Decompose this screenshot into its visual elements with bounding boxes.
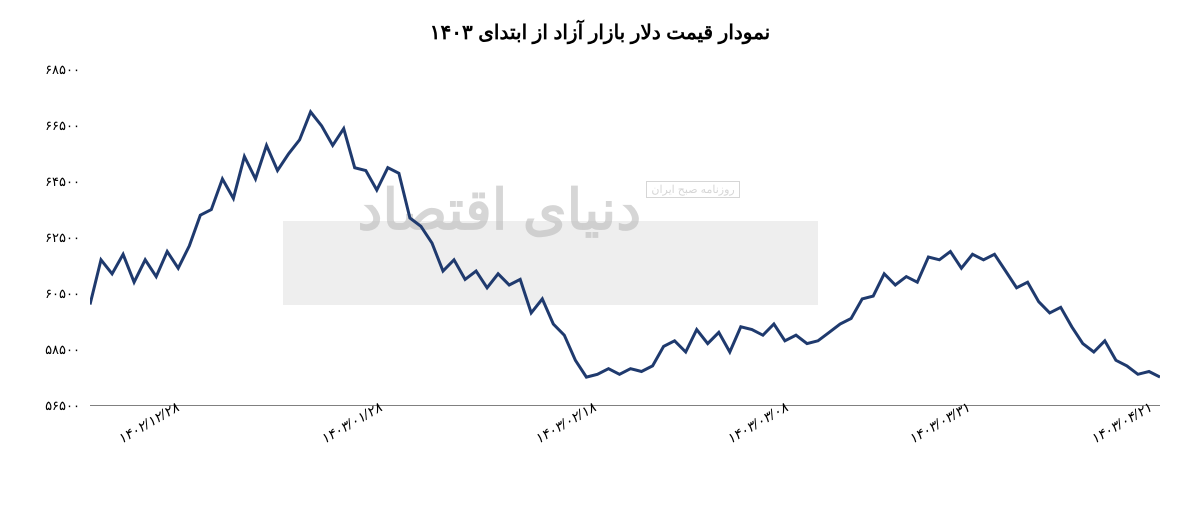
y-tick-label: ۶۲۵۰۰ (20, 230, 80, 246)
y-tick-label: ۵۸۵۰۰ (20, 342, 80, 358)
y-tick-label: ۶۸۵۰۰ (20, 62, 80, 78)
x-axis: ۱۴۰۲/۱۲/۲۸۱۴۰۳/۰۱/۲۸۱۴۰۳/۰۲/۱۸۱۴۰۳/۰۳/۰۸… (90, 411, 1160, 486)
line-chart-svg (90, 70, 1160, 405)
x-tick-label: ۱۴۰۳/۰۴/۲۱ (1088, 399, 1155, 448)
chart-container: نمودار قیمت دلار بازار آزاد از ابتدای ۱۴… (20, 20, 1180, 486)
x-tick-label: ۱۴۰۳/۰۳/۰۸ (724, 399, 791, 448)
x-tick-label: ۱۴۰۳/۰۳/۳۱ (906, 399, 973, 448)
price-line (90, 112, 1160, 377)
y-axis: ۵۶۵۰۰۵۸۵۰۰۶۰۵۰۰۶۲۵۰۰۶۴۵۰۰۶۶۵۰۰۶۸۵۰۰ (20, 70, 85, 406)
x-tick-label: ۱۴۰۲/۱۲/۲۸ (114, 399, 181, 448)
x-tick-label: ۱۴۰۳/۰۲/۱۸ (531, 399, 598, 448)
y-tick-label: ۶۴۵۰۰ (20, 174, 80, 190)
plot-area: دنیای اقتصاد روزنامه صبح ایران (90, 70, 1160, 406)
chart-title: نمودار قیمت دلار بازار آزاد از ابتدای ۱۴… (20, 20, 1180, 45)
y-tick-label: ۶۰۵۰۰ (20, 286, 80, 302)
y-tick-label: ۵۶۵۰۰ (20, 398, 80, 414)
y-tick-label: ۶۶۵۰۰ (20, 118, 80, 134)
x-tick-label: ۱۴۰۳/۰۱/۲۸ (317, 399, 384, 448)
